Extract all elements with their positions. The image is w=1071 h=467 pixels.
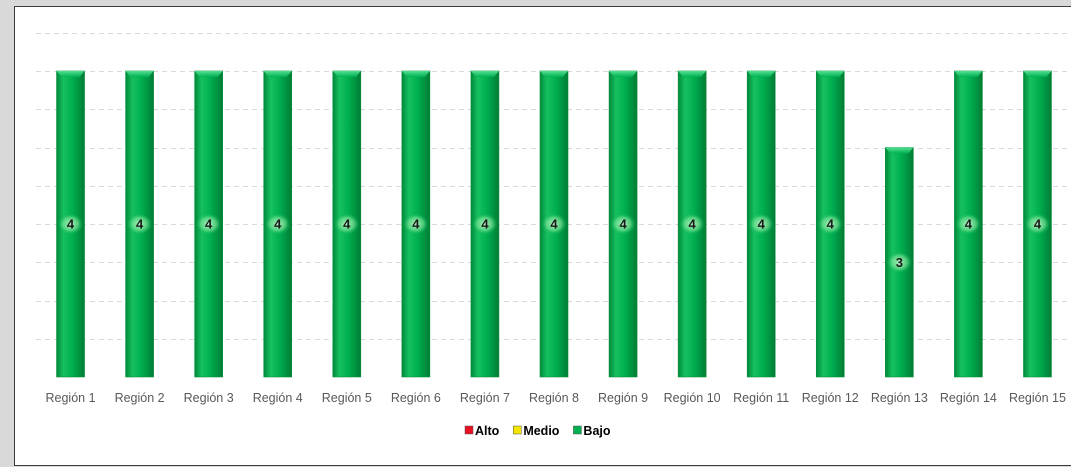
bar-top-bevel: [56, 71, 85, 77]
bar-top-bevel: [609, 71, 638, 77]
bar-top-bevel: [816, 71, 845, 77]
data-label-glow: [1024, 213, 1051, 235]
data-label: 4: [827, 217, 835, 232]
legend-swatch: [513, 425, 522, 435]
data-label: 4: [481, 217, 489, 232]
data-label-glow: [886, 251, 913, 274]
x-tick-label: Región 15: [1009, 391, 1066, 405]
legend-item: Medio: [513, 424, 560, 438]
x-tick-label: Región 12: [802, 391, 859, 405]
data-label-glow: [333, 213, 360, 235]
x-tick-label: Región 8: [529, 391, 579, 405]
x-tick-label: Región 11: [733, 391, 789, 405]
data-label: 4: [412, 217, 420, 232]
bar-top-bevel: [125, 71, 154, 77]
bar-top-bevel: [540, 71, 568, 77]
bar-top-bevel: [678, 71, 707, 77]
data-label: 4: [67, 217, 75, 232]
legend-swatch: [573, 425, 582, 435]
bar-top-bevel: [401, 71, 430, 77]
data-label-glow: [264, 213, 291, 235]
data-label: 4: [205, 217, 213, 232]
legend-item: Bajo: [573, 424, 611, 438]
legend-label: Bajo: [583, 424, 610, 438]
bar-top-bevel: [332, 71, 361, 77]
data-label: 4: [689, 217, 697, 232]
data-label: 3: [896, 255, 903, 270]
bar-top-bevel: [747, 71, 776, 77]
data-label-glow: [402, 213, 429, 235]
data-label-glow: [195, 213, 222, 235]
data-label: 4: [550, 217, 558, 232]
data-label: 4: [274, 217, 282, 232]
x-tick-label: Región 7: [460, 391, 510, 405]
bar-top-bevel: [263, 71, 292, 77]
data-label-glow: [471, 213, 498, 235]
bar-top-bevel: [954, 71, 983, 77]
data-labels: 4 4 4 4 4 4 4 4 4 4 4 4 3 4 4: [57, 213, 1051, 274]
data-label: 4: [136, 217, 144, 232]
data-label-glow: [57, 213, 84, 235]
data-label: 4: [619, 217, 627, 232]
data-label-glow: [541, 213, 567, 235]
x-tick-label: Región 13: [871, 391, 928, 405]
data-label: 4: [758, 217, 766, 232]
x-axis-tick-labels: Región 1 Región 2 Región 3 Región 4 Región 5…: [46, 391, 1066, 405]
x-tick-label: Región 6: [391, 391, 441, 405]
bar-top-bevel: [470, 71, 499, 77]
x-tick-label: Región 5: [322, 391, 372, 405]
data-label-glow: [817, 213, 844, 235]
x-tick-label: Región 10: [664, 391, 721, 405]
legend: Alto Medio Bajo: [464, 424, 611, 438]
data-label: 4: [1034, 217, 1042, 232]
data-label-glow: [126, 213, 153, 235]
bar-top-bevel: [194, 71, 223, 77]
data-label: 4: [965, 217, 973, 232]
x-tick-label: Región 4: [253, 391, 303, 405]
bar-top-bevel: [1023, 71, 1052, 77]
x-tick-label: Región 14: [940, 391, 997, 405]
data-label: 4: [343, 217, 351, 232]
legend-label: Medio: [523, 424, 559, 438]
legend-swatch: [464, 425, 474, 435]
bar-chart: 4 4 4 4 4 4 4 4 4 4 4 4 3 4 4 Región 1 Región 2 Región 3…: [36, 33, 1071, 438]
bar-top-bevel: [885, 147, 914, 154]
data-label-glow: [610, 213, 637, 235]
legend-label: Alto: [475, 424, 500, 438]
x-tick-label: Región 1: [46, 391, 96, 405]
chart-area: 4 4 4 4 4 4 4 4 4 4 4 4 3 4 4 Región 1 Región 2 Región 3…: [14, 6, 1071, 466]
legend-item: Alto: [464, 424, 500, 438]
data-label-glow: [955, 213, 982, 235]
data-label-glow: [679, 213, 706, 235]
data-label-glow: [748, 213, 775, 235]
x-tick-label: Región 3: [184, 391, 234, 405]
x-tick-label: Región 9: [598, 391, 648, 405]
x-tick-label: Región 2: [115, 391, 165, 405]
